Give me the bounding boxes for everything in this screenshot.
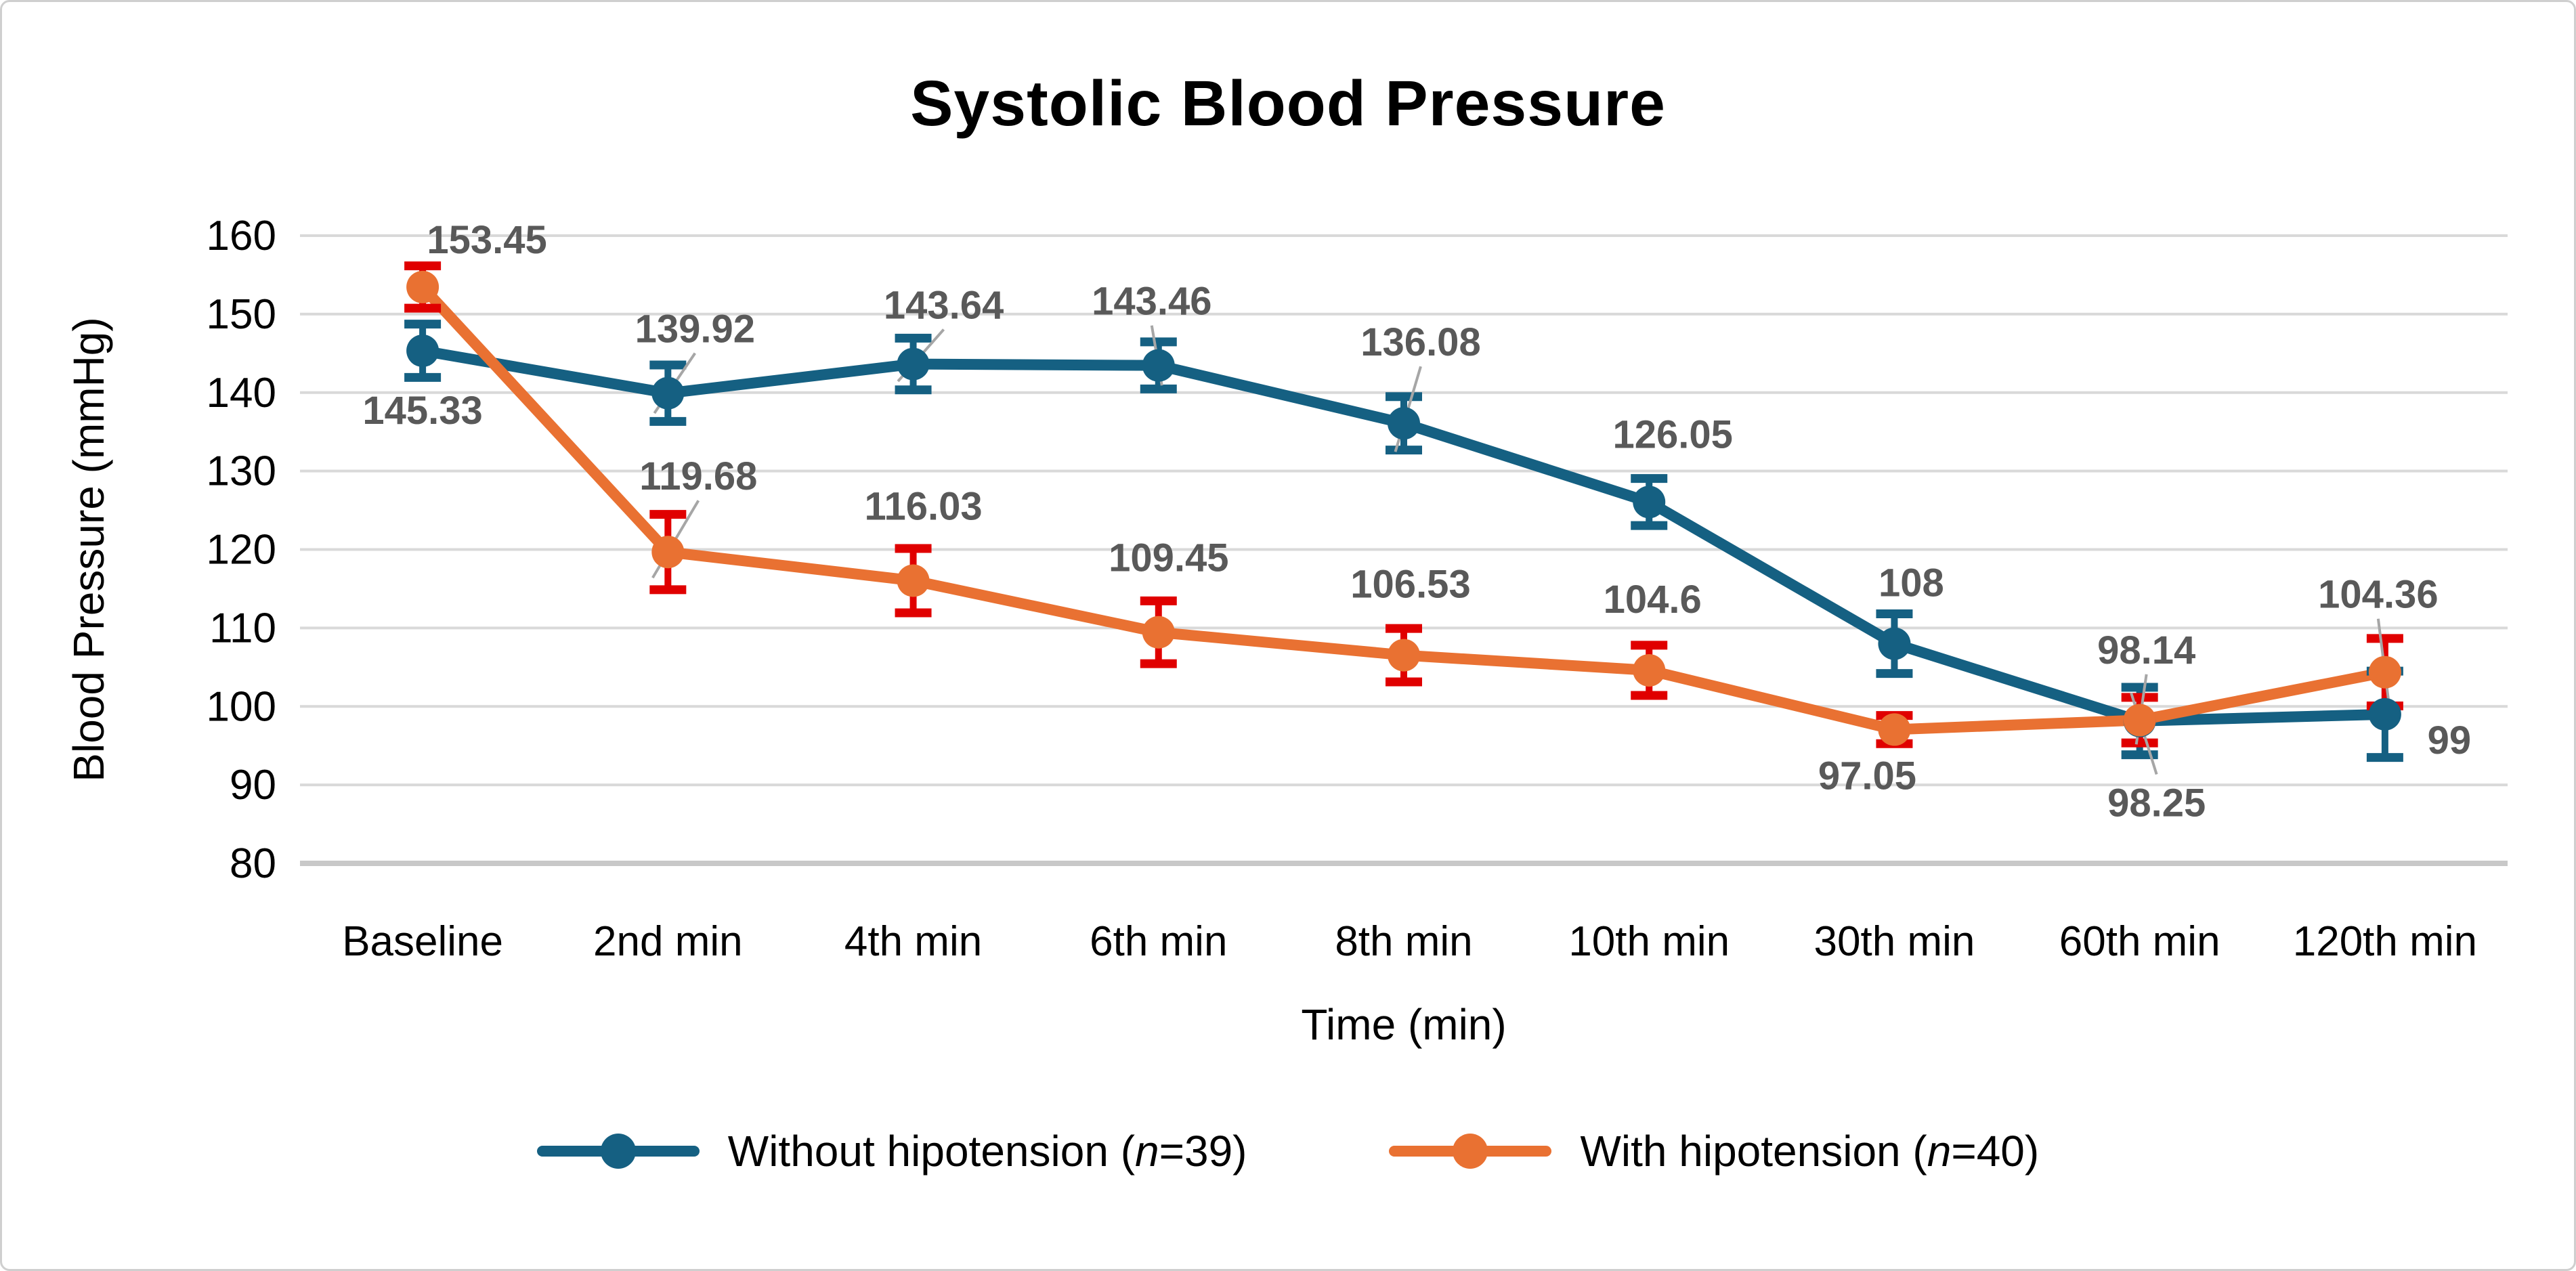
svg-text:160: 160 — [207, 213, 276, 259]
legend-label-with-hipotension: With hipotension (n=40) — [1580, 1126, 2039, 1176]
chart-title: Systolic Blood Pressure — [910, 68, 1666, 139]
svg-text:104.36: 104.36 — [2318, 573, 2438, 617]
legend-n-italic: n — [1927, 1127, 1952, 1176]
svg-text:104.6: 104.6 — [1604, 578, 1702, 622]
legend-n-italic: n — [1135, 1127, 1159, 1176]
svg-text:98.14: 98.14 — [2097, 628, 2195, 672]
svg-text:60th min: 60th min — [2059, 918, 2220, 965]
svg-text:106.53: 106.53 — [1350, 563, 1470, 607]
legend-label-without-hipotension: Without hipotension (n=39) — [728, 1126, 1247, 1176]
svg-text:136.08: 136.08 — [1360, 320, 1480, 364]
svg-text:6th min: 6th min — [1090, 918, 1227, 965]
svg-text:143.46: 143.46 — [1092, 280, 1211, 324]
svg-text:90: 90 — [230, 762, 276, 809]
svg-text:100: 100 — [207, 683, 276, 730]
svg-text:108: 108 — [1879, 561, 1944, 605]
svg-text:Blood Pressure (mmHg): Blood Pressure (mmHg) — [64, 317, 113, 781]
svg-text:109.45: 109.45 — [1109, 536, 1228, 580]
svg-text:139.92: 139.92 — [635, 307, 755, 351]
svg-text:116.03: 116.03 — [864, 485, 982, 529]
legend-text: Without hipotension ( — [727, 1127, 1136, 1176]
svg-text:110: 110 — [209, 605, 276, 651]
svg-text:30th min: 30th min — [1814, 918, 1975, 965]
svg-text:Baseline: Baseline — [342, 918, 503, 965]
svg-text:98.25: 98.25 — [2107, 781, 2206, 825]
svg-text:145.33: 145.33 — [362, 389, 482, 433]
svg-text:4th min: 4th min — [844, 918, 982, 965]
svg-text:143.64: 143.64 — [884, 284, 1004, 328]
legend-text: With hipotension ( — [1580, 1127, 1927, 1176]
svg-text:119.68: 119.68 — [639, 454, 757, 498]
svg-text:80: 80 — [230, 840, 276, 887]
legend-text: =39) — [1159, 1127, 1247, 1176]
chart-legend: Without hipotension (n=39) With hipotens… — [2, 1121, 2574, 1182]
legend-marker-with-hipotension-icon — [1389, 1134, 1552, 1169]
svg-text:150: 150 — [207, 291, 276, 338]
legend-marker-without-hipotension-icon — [536, 1134, 700, 1169]
svg-text:126.05: 126.05 — [1613, 412, 1733, 456]
svg-text:120th min: 120th min — [2293, 918, 2477, 965]
svg-text:Time (min): Time (min) — [1301, 1000, 1506, 1049]
svg-text:97.05: 97.05 — [1818, 754, 1916, 798]
svg-text:140: 140 — [207, 370, 276, 416]
legend-text: =40) — [1951, 1127, 2040, 1176]
svg-text:8th min: 8th min — [1335, 918, 1472, 965]
svg-text:120: 120 — [207, 527, 276, 574]
svg-text:10th min: 10th min — [1568, 918, 1730, 965]
legend-item-without-hipotension: Without hipotension (n=39) — [536, 1121, 1247, 1182]
svg-text:130: 130 — [207, 448, 276, 495]
legend-item-with-hipotension: With hipotension (n=40) — [1389, 1121, 2039, 1182]
svg-text:99: 99 — [2428, 718, 2472, 762]
svg-text:153.45: 153.45 — [427, 218, 546, 262]
svg-text:2nd min: 2nd min — [593, 918, 743, 965]
